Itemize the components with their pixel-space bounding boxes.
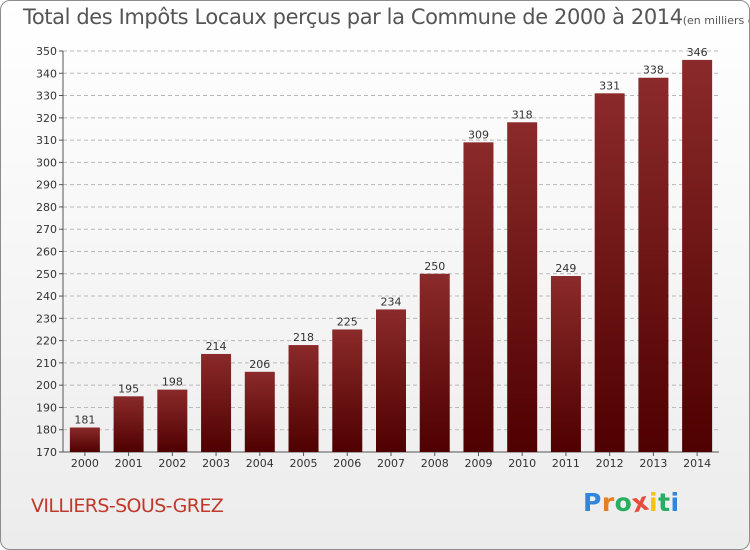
title-unit: (en milliers d'€) [682,14,749,27]
title-text: Total des Impôts Locaux perçus par la Co… [23,5,683,29]
data-label: 198 [162,376,183,389]
y-tick-label: 180 [36,424,57,437]
y-tick-label: 230 [36,312,57,325]
x-tick-label: 2012 [596,457,624,470]
x-tick-label: 2008 [421,457,449,470]
data-label: 309 [468,128,489,141]
data-label: 214 [206,340,227,353]
y-tick-label: 330 [36,90,57,103]
x-tick-label: 2009 [464,457,492,470]
y-tick-label: 310 [36,134,57,147]
bar [157,389,188,452]
data-label: 346 [687,46,708,59]
bar [113,396,144,452]
bar [550,276,581,452]
logo-letter: i [649,488,659,517]
y-tick-label: 240 [36,290,57,303]
bar [201,353,232,452]
bar [463,142,494,453]
y-tick-label: 320 [36,112,57,125]
labels: 170 180 190 200 210 220 230 240 250 260 270 280 290 3… [36,45,711,470]
data-label: 331 [599,79,620,92]
bar [288,345,319,452]
bar [638,77,669,452]
proxiti-logo[interactable]: Proxiti [583,487,680,519]
x-tick-label: 2005 [290,457,318,470]
x-tick-label: 2010 [508,457,536,470]
logo-letter: o [614,488,633,517]
bar [332,329,363,452]
y-tick-label: 200 [36,379,57,392]
y-tick-label: 210 [36,357,57,370]
logo-letter: t [658,488,671,517]
bar [682,59,713,453]
x-tick-label: 2006 [333,457,361,470]
x-tick-label: 2004 [246,457,274,470]
y-tick-label: 290 [36,179,57,192]
data-label: 250 [424,260,445,273]
x-tick-label: 2013 [639,457,667,470]
logo-letter: P [583,488,602,517]
x-tick-label: 2002 [158,457,186,470]
x-tick-label: 2007 [377,457,405,470]
y-tick-label: 220 [36,335,57,348]
bar [594,93,625,453]
y-tick-label: 340 [36,67,57,80]
y-tick-label: 170 [36,446,57,459]
data-label: 225 [337,315,358,328]
bar [507,122,538,453]
y-tick-label: 280 [36,201,57,214]
data-label: 318 [512,108,533,121]
logo-letter: i [670,488,680,517]
x-tick-label: 2011 [552,457,580,470]
x-tick-label: 2000 [71,457,99,470]
data-label: 206 [249,358,270,371]
data-label: 338 [643,64,664,77]
y-tick-label: 190 [36,401,57,414]
data-label: 249 [555,262,576,275]
chart-title: Total des Impôts Locaux perçus par la Co… [23,5,749,29]
y-tick-label: 300 [36,156,57,169]
bar [244,371,275,452]
x-tick-label: 2003 [202,457,230,470]
data-label: 195 [118,382,139,395]
y-tick-label: 250 [36,268,57,281]
y-tick-label: 260 [36,246,57,259]
bars [69,59,713,453]
logo-letter: r [601,488,615,517]
bar [419,273,450,452]
y-tick-label: 270 [36,223,57,236]
x-tick-label: 2001 [115,457,143,470]
bar [69,427,100,452]
bar [376,309,406,452]
y-tick-label: 350 [36,45,57,58]
data-label: 218 [293,331,314,344]
data-label: 234 [381,295,402,308]
commune-name: VILLIERS-SOUS-GREZ [31,495,224,517]
x-tick-label: 2014 [683,457,711,470]
data-label: 181 [74,413,95,426]
